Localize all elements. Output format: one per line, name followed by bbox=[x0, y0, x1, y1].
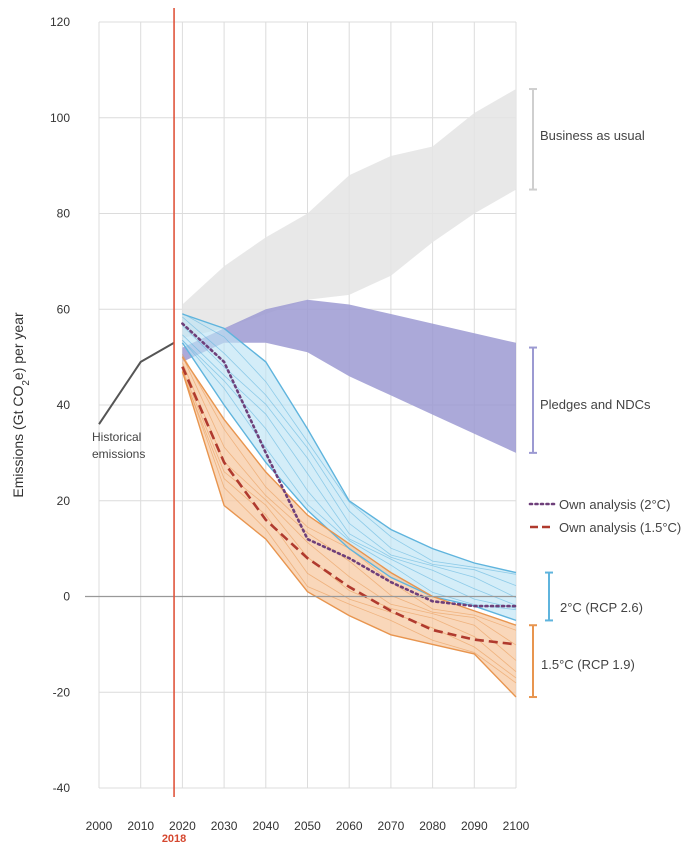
marker-2018-label: 2018 bbox=[162, 833, 186, 845]
legend-own-2c-label: Own analysis (2°C) bbox=[559, 497, 670, 512]
x-tick-label: 2060 bbox=[336, 819, 363, 833]
c15-pathway bbox=[182, 372, 517, 679]
c2-band-edge-lower bbox=[181, 342, 517, 622]
y-tick-label: 20 bbox=[57, 494, 71, 508]
historical-label-line1: Historical bbox=[92, 430, 141, 444]
x-tick-label: 2000 bbox=[86, 819, 113, 833]
annotations: Historical emissions Business as usual Pled… bbox=[92, 88, 681, 699]
legend-own-15c-label: Own analysis (1.5°C) bbox=[559, 520, 681, 535]
c2-pathway bbox=[182, 312, 517, 575]
bau-band bbox=[182, 89, 516, 338]
y-tick-label: 120 bbox=[50, 15, 70, 29]
scenario-pathways bbox=[181, 312, 517, 698]
y-tick-label: 40 bbox=[57, 398, 71, 412]
c15-band-edge-upper bbox=[181, 356, 517, 626]
y-tick-label: 100 bbox=[50, 111, 70, 125]
y-tick-label: 60 bbox=[57, 302, 71, 316]
x-tick-label: 2090 bbox=[461, 819, 488, 833]
c2-pathway bbox=[182, 316, 517, 586]
y-axis-label: Emissions (Gt CO2e) per year bbox=[10, 312, 32, 498]
pledges-band bbox=[182, 299, 516, 453]
y-tick-label: 80 bbox=[57, 207, 71, 221]
c15-pathway bbox=[182, 370, 517, 684]
axes: 2018 120 100 80 60 40 20 0 -20 -40 2000 2010 2020 203… bbox=[10, 8, 530, 845]
c2-pathway bbox=[182, 325, 517, 598]
x-tick-label: 2050 bbox=[294, 819, 321, 833]
series-lines bbox=[98, 322, 518, 646]
c2-pathway bbox=[182, 334, 517, 606]
own-analysis-2c-line bbox=[181, 322, 518, 608]
c2-pathway bbox=[182, 339, 517, 609]
own-analysis-15c-line bbox=[181, 366, 517, 646]
c15-pathway bbox=[182, 362, 517, 661]
bau-label: Business as usual bbox=[540, 128, 645, 143]
x-tick-label: 2020 bbox=[169, 819, 196, 833]
c2-pathway bbox=[182, 340, 517, 611]
x-tick-label: 2030 bbox=[211, 819, 238, 833]
y-tick-label: -20 bbox=[53, 685, 71, 699]
x-tick-label: 2040 bbox=[252, 819, 279, 833]
c15-label: 1.5°C (RCP 1.9) bbox=[541, 657, 635, 672]
historical-line bbox=[98, 341, 175, 425]
x-tick-label: 2010 bbox=[127, 819, 154, 833]
c15-pathway bbox=[182, 355, 517, 646]
y-tick-label: -40 bbox=[53, 781, 71, 795]
c2-label: 2°C (RCP 2.6) bbox=[560, 600, 643, 615]
c15-band-edge-lower bbox=[181, 371, 517, 698]
c2-band bbox=[182, 314, 516, 621]
y-tick-label: 0 bbox=[63, 590, 70, 604]
pledges-label: Pledges and NDCs bbox=[540, 397, 651, 412]
x-tick-label: 2100 bbox=[503, 819, 530, 833]
historical-label-line2: emissions bbox=[92, 447, 145, 461]
c2-band-edge-upper bbox=[182, 313, 517, 574]
x-tick-label: 2080 bbox=[419, 819, 446, 833]
x-tick-label: 2070 bbox=[378, 819, 405, 833]
